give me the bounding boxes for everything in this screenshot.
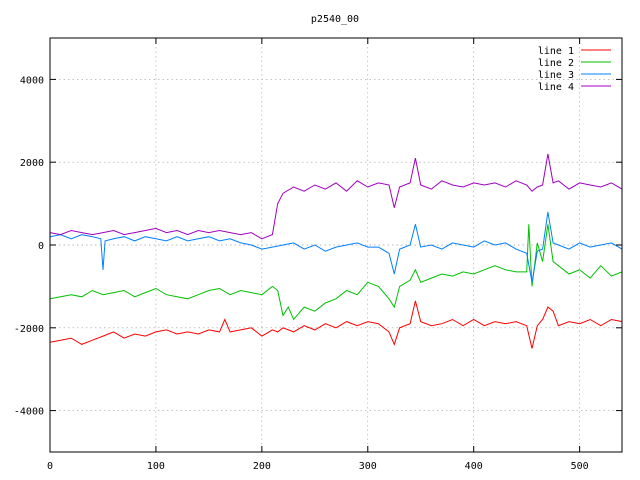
x-tick-label: 300 bbox=[359, 461, 377, 472]
y-tick-label: -4000 bbox=[14, 407, 44, 418]
series-lines bbox=[49, 153, 623, 349]
legend-label-4: line 4 bbox=[538, 82, 574, 93]
tick-labels: 0 100 200 300 400 500 -4000 -2000 0 2000 4000 bbox=[14, 75, 589, 472]
series-line-3 bbox=[49, 211, 623, 283]
legend-label-3: line 3 bbox=[538, 70, 574, 81]
x-tick-label: 200 bbox=[253, 461, 271, 472]
axes bbox=[49, 37, 623, 453]
grid bbox=[50, 38, 622, 452]
series-line-2 bbox=[49, 224, 623, 321]
x-tick-label: 400 bbox=[465, 461, 483, 472]
y-tick-label: 2000 bbox=[20, 158, 44, 169]
x-tick-label: 0 bbox=[47, 461, 53, 472]
series-line-4 bbox=[49, 153, 623, 240]
y-tick-label: 4000 bbox=[20, 75, 44, 86]
y-tick-label: 0 bbox=[38, 241, 44, 252]
series-line-1 bbox=[49, 300, 623, 349]
legend-label-1: line 1 bbox=[538, 46, 574, 57]
x-tick-label: 500 bbox=[571, 461, 589, 472]
legend-label-2: line 2 bbox=[538, 58, 574, 69]
x-tick-label: 100 bbox=[147, 461, 165, 472]
y-tick-label: -2000 bbox=[14, 324, 44, 335]
chart-title: p2540_00 bbox=[311, 14, 359, 25]
